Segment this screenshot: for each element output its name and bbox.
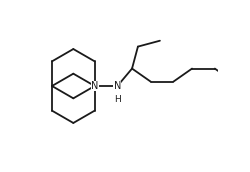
Text: H: H — [114, 95, 121, 104]
Text: N: N — [114, 81, 121, 91]
Text: N: N — [91, 81, 98, 91]
